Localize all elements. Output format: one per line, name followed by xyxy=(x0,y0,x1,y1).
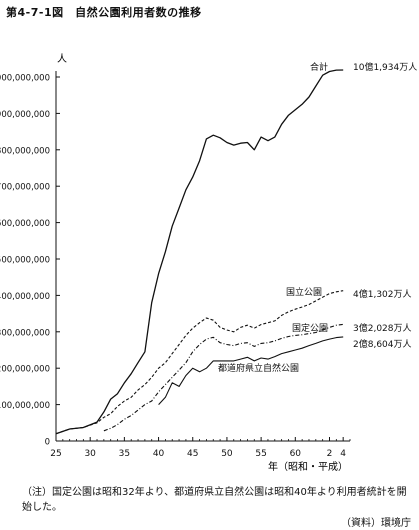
y-tick-label: 800,000,000 xyxy=(0,146,50,156)
national-park-line xyxy=(55,290,344,435)
x-tick-label: 30 xyxy=(84,449,96,459)
prefectural-park-end-value-label: 2億8,604万人 xyxy=(353,338,412,350)
national-park-series-name: 国立公園 xyxy=(286,286,322,298)
x-tick-label: 60 xyxy=(290,449,302,459)
x-tick-label: 2 xyxy=(327,449,333,459)
y-tick-label: 600,000,000 xyxy=(0,219,50,229)
y-axis-ticks: 1,000,000,000 900,000,000 800,000,000 700,0… xyxy=(0,74,60,448)
x-tick-label: 40 xyxy=(153,449,165,459)
y-tick-label: 500,000,000 xyxy=(0,256,50,266)
total-line xyxy=(55,69,344,435)
x-axis-ticks: 25 30 35 40 45 50 55 60 2 4 xyxy=(50,437,351,459)
y-tick-label: 900,000,000 xyxy=(0,110,50,120)
x-tick-label: 50 xyxy=(221,449,233,459)
x-axis-label: 年（昭和・平成） xyxy=(268,460,348,473)
y-tick-label: 1,000,000,000 xyxy=(0,74,50,84)
x-tick-label: 35 xyxy=(119,449,130,459)
y-axis-label: 人 xyxy=(57,53,67,65)
x-tick-label: 45 xyxy=(187,449,198,459)
quasi-national-park-line xyxy=(103,323,344,432)
prefectural-park-line xyxy=(158,336,344,405)
y-tick-label: 700,000,000 xyxy=(0,183,50,193)
national-park-end-value-label: 4億1,302万人 xyxy=(353,288,412,300)
x-tick-label: 4 xyxy=(340,449,346,459)
y-tick-label: 400,000,000 xyxy=(0,292,50,302)
x-tick-label: 55 xyxy=(255,449,266,459)
chart-title: 第4-7-1図 自然公園利用者数の推移 xyxy=(6,6,202,19)
line-chart: 1,000,000,000 900,000,000 800,000,000 700,0… xyxy=(0,53,417,473)
footnote: （注）国定公園は昭和32年より、都道府県立自然公園は昭和40年より利用者統計を開… xyxy=(22,487,407,513)
total-end-value-label: 10億1,934万人 xyxy=(353,61,417,73)
series-lines xyxy=(55,69,344,435)
y-tick-label: 0 xyxy=(45,438,50,448)
source-credit: （資料）環境庁 xyxy=(341,518,411,529)
y-tick-label: 200,000,000 xyxy=(0,365,50,375)
prefectural-park-series-name: 都道府県立自然公園 xyxy=(218,362,299,374)
total-series-name: 合計 xyxy=(310,61,328,73)
x-tick-label: 25 xyxy=(50,449,61,459)
y-tick-label: 100,000,000 xyxy=(0,401,50,411)
quasi-national-park-series-name: 国定公園 xyxy=(292,322,328,334)
quasi-national-park-end-value-label: 3億2,028万人 xyxy=(353,322,412,334)
y-tick-label: 300,000,000 xyxy=(0,328,50,338)
axes xyxy=(55,71,350,442)
